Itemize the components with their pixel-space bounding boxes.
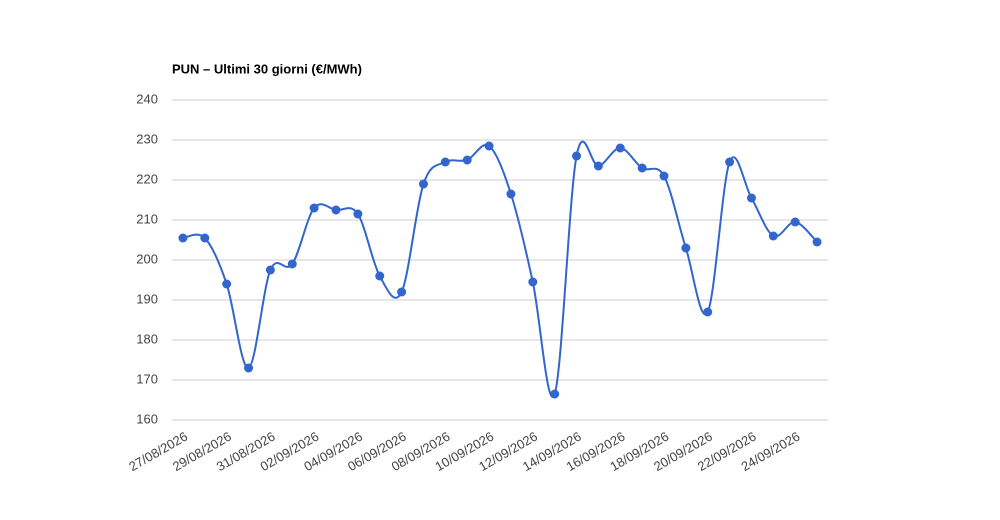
data-point bbox=[484, 141, 494, 151]
y-tick-label: 180 bbox=[136, 331, 158, 346]
data-point bbox=[725, 157, 735, 167]
data-point bbox=[746, 193, 756, 203]
data-point bbox=[178, 233, 188, 243]
y-tick-label: 240 bbox=[136, 91, 158, 106]
y-tick-label: 210 bbox=[136, 211, 158, 226]
data-point bbox=[768, 231, 778, 241]
data-point bbox=[375, 271, 385, 281]
data-point bbox=[812, 237, 822, 247]
data-point bbox=[659, 171, 669, 181]
data-point bbox=[222, 279, 232, 289]
data-point bbox=[462, 155, 472, 165]
data-point bbox=[703, 307, 713, 317]
data-point bbox=[418, 179, 428, 189]
data-point bbox=[200, 233, 210, 243]
data-point bbox=[331, 205, 341, 215]
data-point bbox=[244, 363, 254, 373]
data-point bbox=[528, 277, 538, 287]
data-point bbox=[681, 243, 691, 253]
y-tick-label: 170 bbox=[136, 371, 158, 386]
data-point bbox=[309, 203, 319, 213]
y-tick-label: 230 bbox=[136, 131, 158, 146]
data-point bbox=[353, 209, 363, 219]
data-point bbox=[397, 287, 407, 297]
y-tick-label: 160 bbox=[136, 411, 158, 426]
data-point bbox=[572, 151, 582, 161]
data-point bbox=[506, 189, 516, 199]
data-point bbox=[287, 259, 297, 269]
chart-title: PUN – Ultimi 30 giorni (€/MWh) bbox=[172, 61, 362, 76]
y-tick-label: 200 bbox=[136, 251, 158, 266]
data-point bbox=[440, 157, 450, 167]
data-point bbox=[637, 163, 647, 173]
y-tick-label: 190 bbox=[136, 291, 158, 306]
data-point bbox=[790, 217, 800, 227]
data-point bbox=[550, 389, 560, 399]
data-point bbox=[615, 143, 625, 153]
data-point bbox=[265, 265, 275, 275]
data-point bbox=[593, 161, 603, 171]
y-tick-label: 220 bbox=[136, 171, 158, 186]
